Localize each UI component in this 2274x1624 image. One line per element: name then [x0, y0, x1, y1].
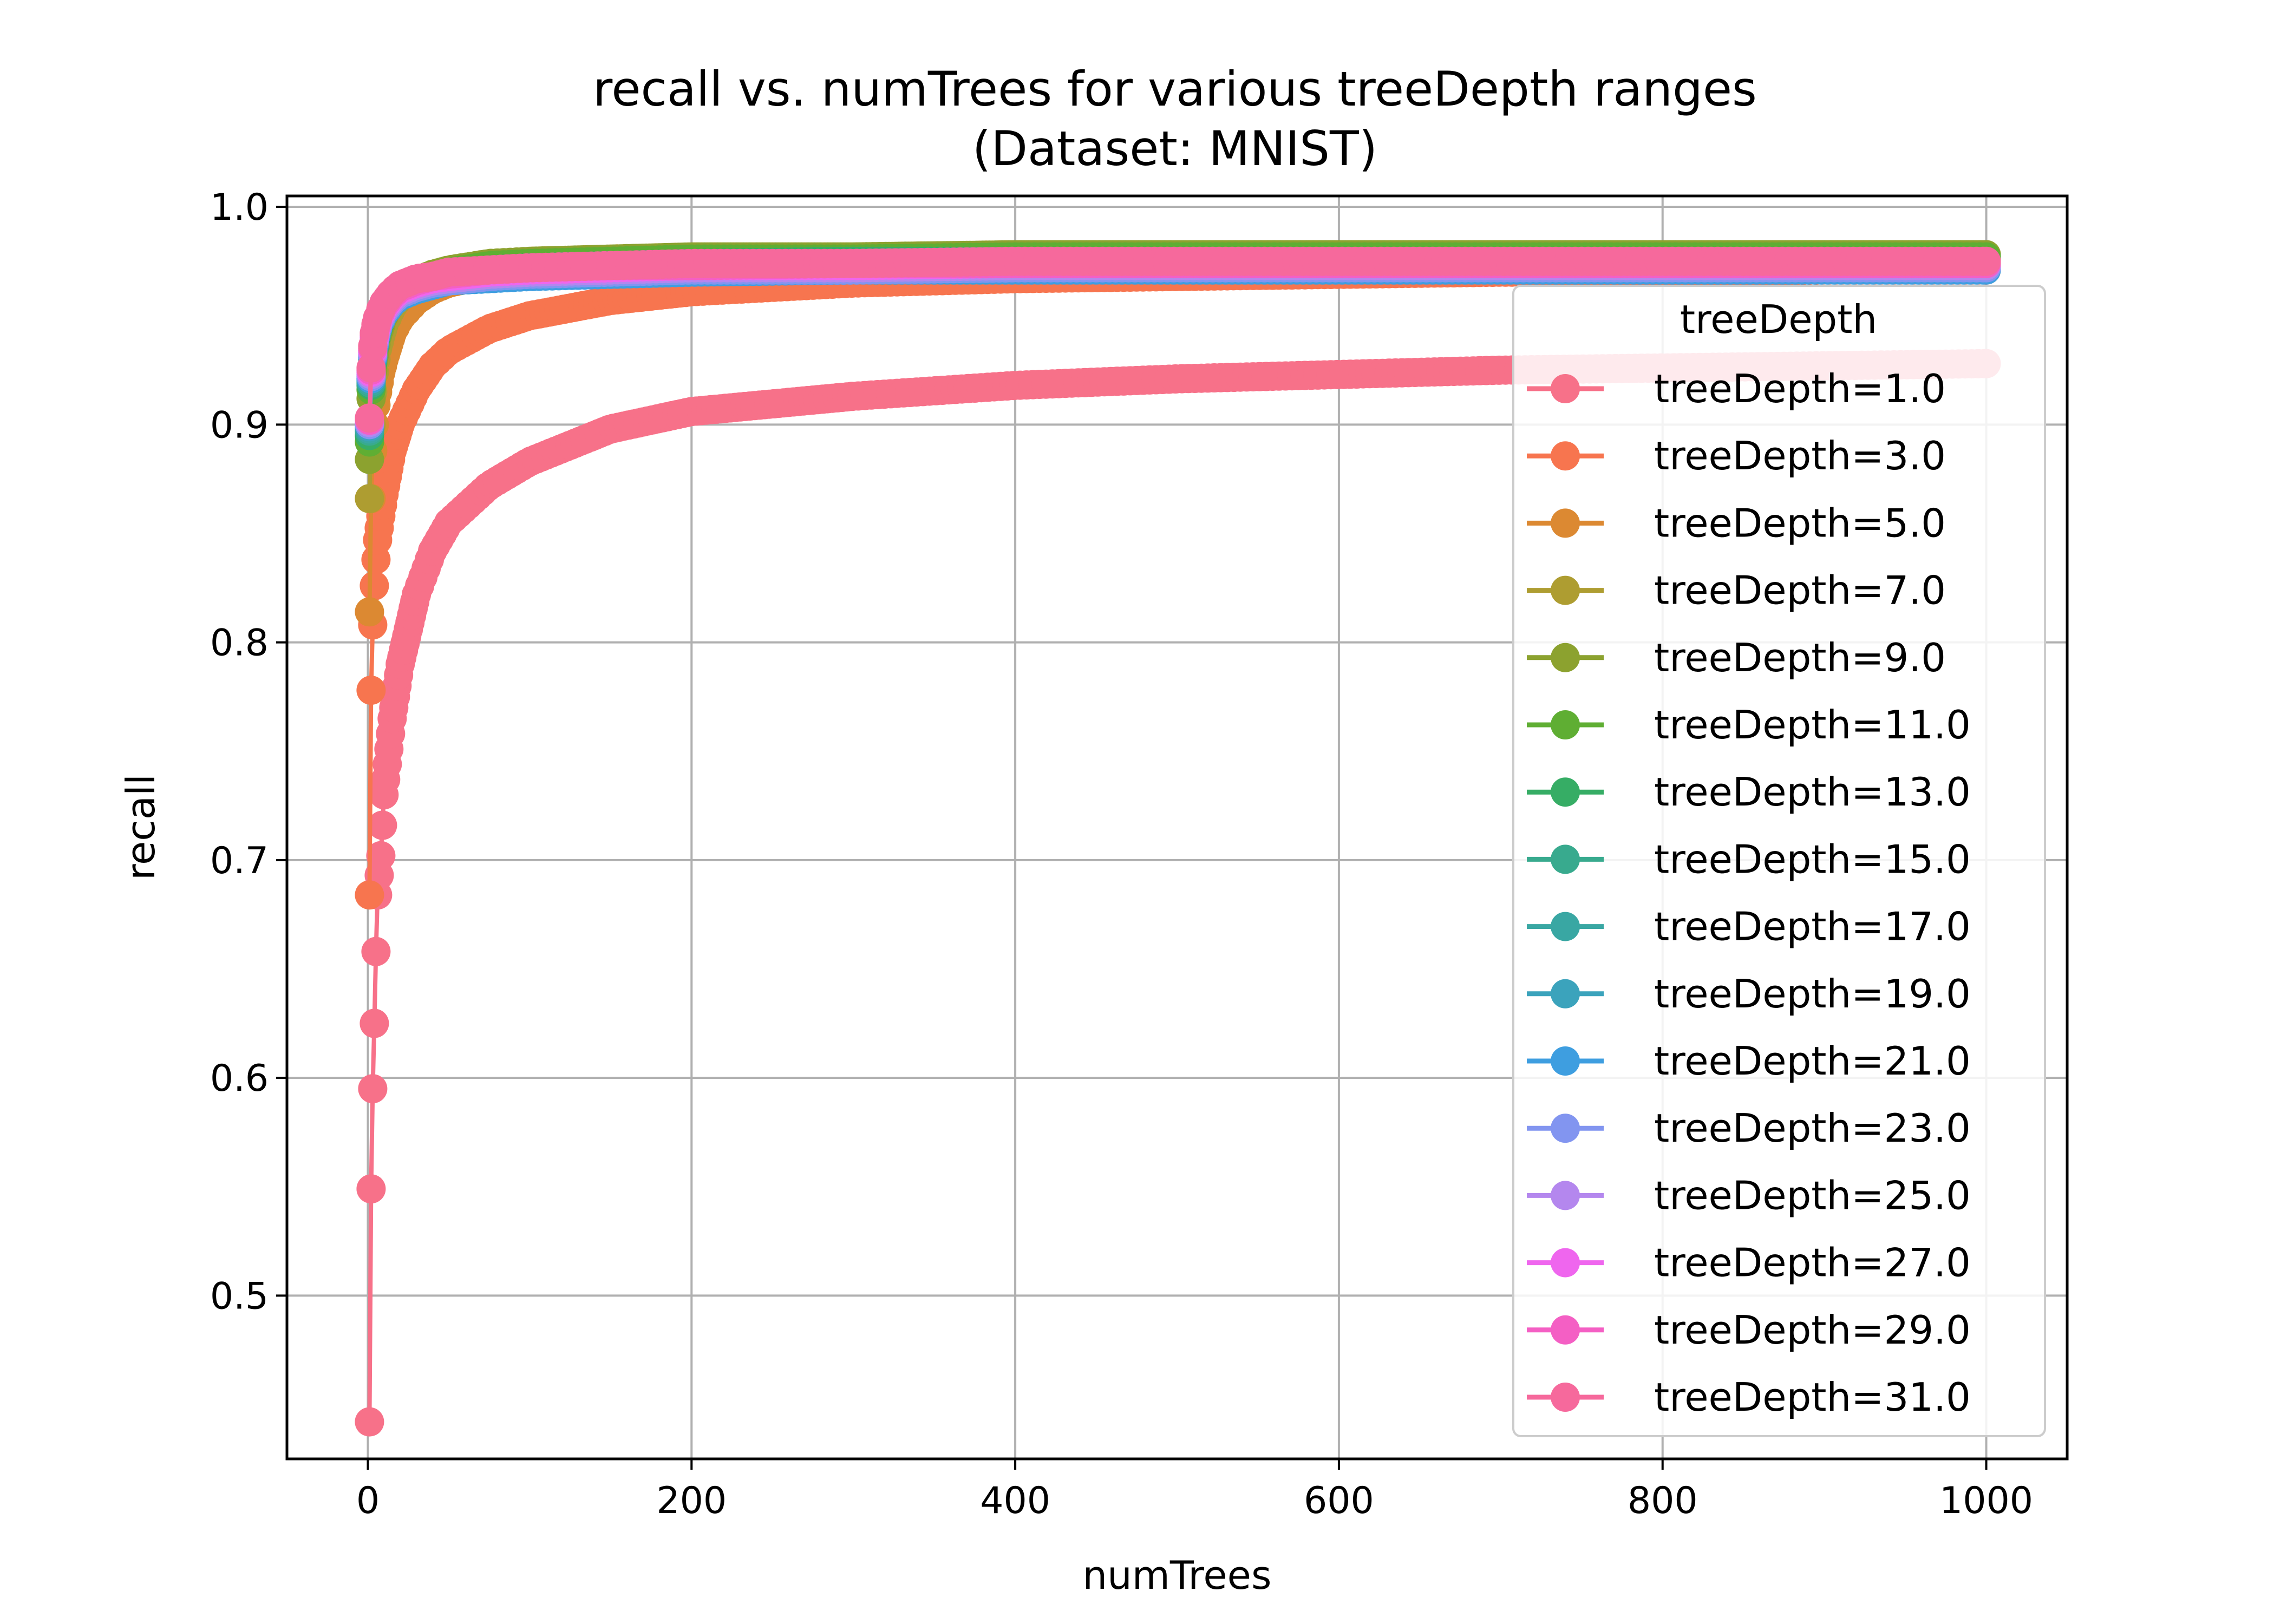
legend-entry: treeDepth=13.0	[1527, 769, 1971, 815]
legend-label: treeDepth=1.0	[1654, 366, 1946, 411]
legend-entry: treeDepth=15.0	[1527, 836, 1971, 882]
legend-marker	[1551, 1383, 1580, 1412]
legend-label: treeDepth=15.0	[1654, 836, 1971, 882]
legend-frame	[1512, 285, 2046, 1437]
y-tick-label: 0.8	[210, 622, 269, 665]
data-point	[366, 841, 396, 870]
legend-label: treeDepth=25.0	[1654, 1173, 1971, 1218]
legend-title: treeDepth	[1680, 297, 1877, 342]
data-point	[355, 597, 384, 627]
legend-label: treeDepth=11.0	[1654, 702, 1971, 748]
legend-entry: treeDepth=17.0	[1527, 904, 1971, 949]
legend-label: treeDepth=21.0	[1654, 1038, 1971, 1084]
legend-entry: treeDepth=27.0	[1527, 1240, 1971, 1286]
legend-label: treeDepth=31.0	[1654, 1374, 1971, 1420]
legend-marker	[1551, 575, 1580, 605]
x-tick-label: 800	[1628, 1479, 1698, 1522]
y-tick-label: 0.5	[210, 1275, 269, 1318]
chart-subtitle: (Dataset: MNIST)	[972, 121, 1377, 176]
legend-marker	[1551, 374, 1580, 403]
y-axis-ticks: 0.5 0.6 0.7 0.8 0.9 1.0	[210, 186, 287, 1318]
legend-label: treeDepth=13.0	[1654, 769, 1971, 815]
legend-entry: treeDepth=1.0	[1527, 366, 1946, 411]
legend-marker	[1551, 1114, 1580, 1143]
data-point	[355, 403, 384, 433]
legend-label: treeDepth=23.0	[1654, 1105, 1971, 1151]
series-treeDepth=31.0	[355, 246, 2001, 433]
data-point	[355, 1407, 384, 1437]
legend-entry: treeDepth=29.0	[1527, 1307, 1971, 1353]
data-point	[356, 676, 386, 705]
legend-label: treeDepth=19.0	[1654, 971, 1971, 1017]
legend-entry: treeDepth=31.0	[1527, 1374, 1971, 1420]
legend-entry: treeDepth=5.0	[1527, 500, 1946, 546]
legend-label: treeDepth=5.0	[1654, 500, 1946, 546]
y-axis-label: recall	[118, 774, 164, 880]
data-point	[360, 1009, 389, 1038]
legend-marker	[1551, 1315, 1580, 1345]
legend-entry: treeDepth=19.0	[1527, 971, 1971, 1017]
legend-entries: treeDepth=1.0 treeDepth=3.0 treeDepth=5.0 t…	[1527, 366, 1971, 1420]
legend-entry: treeDepth=3.0	[1527, 433, 1946, 479]
legend-marker	[1551, 1248, 1580, 1278]
x-tick-label: 0	[356, 1479, 380, 1522]
legend-entry: treeDepth=25.0	[1527, 1173, 1971, 1218]
x-axis-label: numTrees	[1083, 1553, 1272, 1598]
legend-marker	[1551, 1046, 1580, 1076]
legend-marker	[1551, 508, 1580, 538]
legend-entry: treeDepth=23.0	[1527, 1105, 1971, 1151]
legend-label: treeDepth=17.0	[1654, 904, 1971, 949]
legend-marker	[1551, 643, 1580, 672]
legend-marker	[1551, 441, 1580, 471]
x-tick-label: 200	[656, 1479, 727, 1522]
data-point	[356, 353, 386, 383]
legend-marker	[1551, 710, 1580, 739]
y-tick-label: 0.6	[210, 1057, 269, 1100]
legend-entry: treeDepth=7.0	[1527, 568, 1946, 613]
legend-label: treeDepth=9.0	[1654, 635, 1946, 680]
y-tick-label: 0.9	[210, 404, 269, 447]
legend-entry: treeDepth=21.0	[1527, 1038, 1971, 1084]
plot-frame	[285, 194, 2069, 1461]
data-point	[358, 1074, 388, 1104]
legend-label: treeDepth=29.0	[1654, 1307, 1971, 1353]
legend-entry: treeDepth=9.0	[1527, 635, 1946, 680]
legend-marker	[1551, 979, 1580, 1009]
data-point	[361, 937, 391, 966]
legend-label: treeDepth=7.0	[1654, 568, 1946, 613]
y-tick-label: 1.0	[210, 186, 269, 229]
legend-marker	[1551, 844, 1580, 874]
data-point	[368, 810, 397, 840]
data-point	[356, 1174, 386, 1204]
legend-entry: treeDepth=11.0	[1527, 702, 1971, 748]
legend-marker	[1551, 912, 1580, 941]
x-tick-label: 600	[1304, 1479, 1374, 1522]
data-point	[360, 571, 389, 600]
legend: treeDepth treeDepth=1.0treeDepth=3.0tree…	[1512, 285, 2046, 1437]
x-axis-ticks: 0 200 400 600 800 1000	[356, 1459, 2033, 1522]
legend-marker	[1551, 1181, 1580, 1210]
legend-label: treeDepth=27.0	[1654, 1240, 1971, 1286]
data-point	[1971, 246, 2001, 276]
x-tick-label: 400	[980, 1479, 1050, 1522]
chart-title: recall vs. numTrees for various treeDept…	[593, 61, 1757, 117]
legend-marker	[1551, 777, 1580, 807]
legend-label: treeDepth=3.0	[1654, 433, 1946, 479]
data-point	[355, 484, 384, 514]
data-point	[355, 880, 384, 910]
x-tick-label: 1000	[1939, 1479, 2033, 1522]
y-tick-label: 0.7	[210, 840, 269, 882]
